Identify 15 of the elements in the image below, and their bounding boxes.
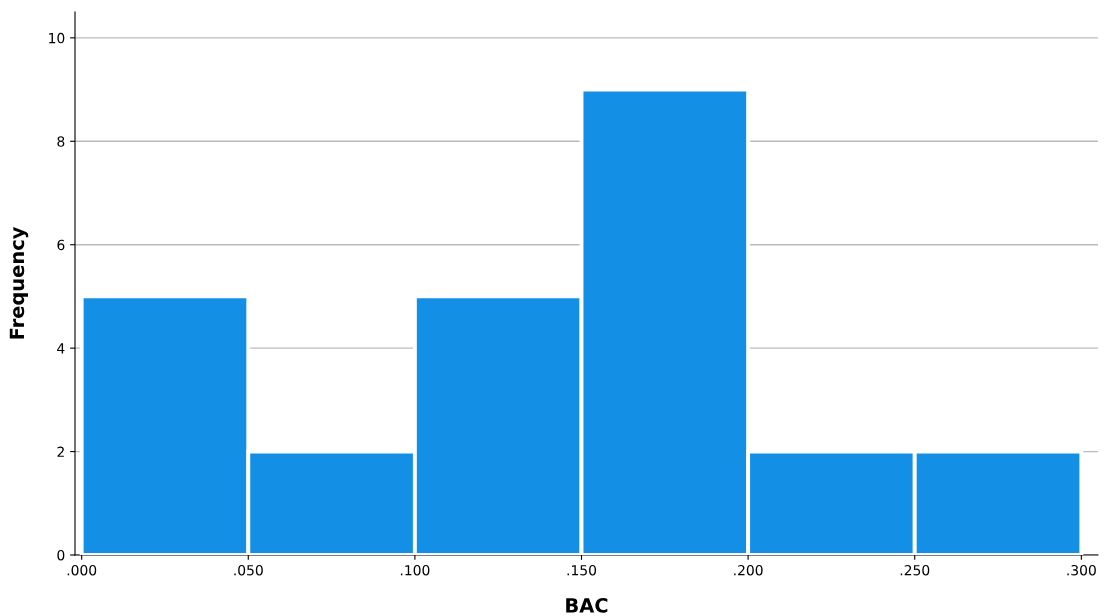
y-tick-label: 4 <box>57 343 65 354</box>
x-tick-label: .000 <box>67 564 97 576</box>
x-tick-label: .050 <box>234 564 263 576</box>
y-tick-label: 10 <box>49 32 65 44</box>
y-tick-label: 0 <box>57 549 65 561</box>
y-tick-label: 2 <box>57 446 64 457</box>
x-tick-label: .150 <box>567 564 597 576</box>
y-axis-title: Frequency <box>9 226 29 339</box>
x-axis-title: BAC <box>566 597 608 613</box>
x-tick-label: .200 <box>734 564 763 576</box>
x-tick-label: .300 <box>1067 564 1096 576</box>
x-tick-label: .100 <box>400 564 430 576</box>
y-tick-label: 6 <box>57 239 65 251</box>
y-tick-label: 8 <box>57 136 65 147</box>
x-tick-label: .250 <box>900 564 930 576</box>
